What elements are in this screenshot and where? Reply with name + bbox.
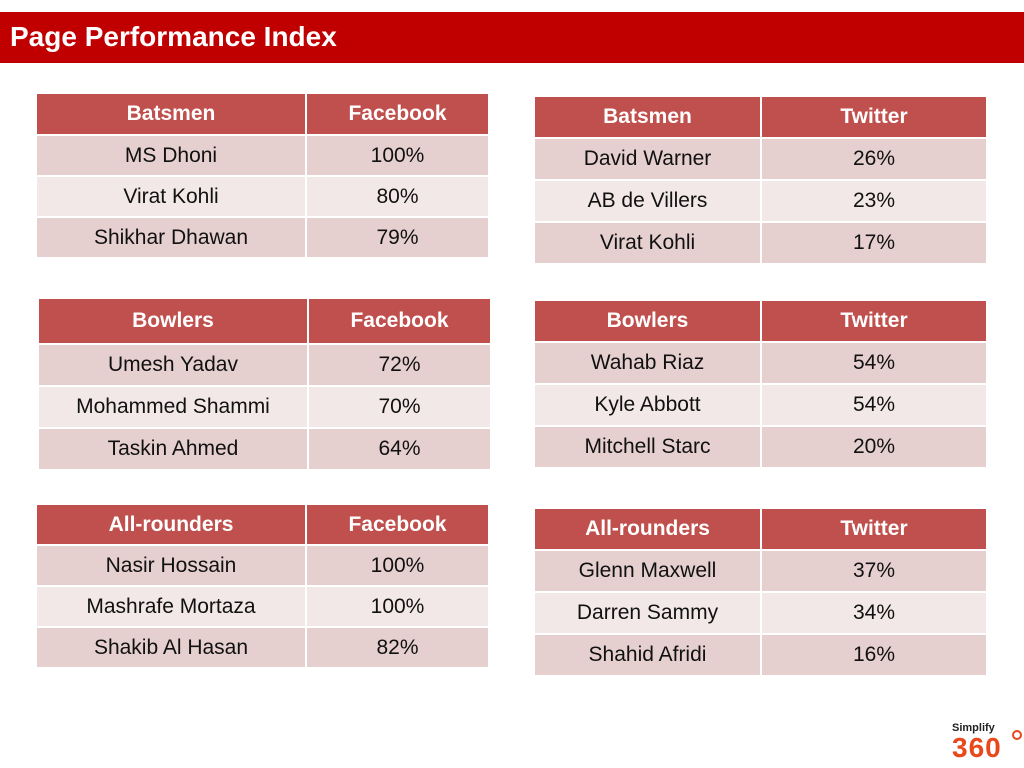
table-row: Nasir Hossain 100% — [37, 546, 488, 585]
column-header: Facebook — [309, 299, 490, 343]
table-row: MS Dhoni 100% — [37, 136, 488, 175]
player-name: Shakib Al Hasan — [37, 628, 305, 667]
player-name: Shahid Afridi — [535, 635, 760, 675]
percent-value: 100% — [307, 587, 488, 626]
allrounders-facebook-table: All-rounders Facebook Nasir Hossain 100%… — [35, 503, 490, 669]
column-header: Batsmen — [535, 97, 760, 137]
table-header-row: All-rounders Facebook — [37, 505, 488, 544]
column-header: Batsmen — [37, 94, 305, 134]
player-name: David Warner — [535, 139, 760, 179]
table-row: David Warner 26% — [535, 139, 986, 179]
table-row: AB de Villers 23% — [535, 181, 986, 221]
logo-text-simplify: Simplify — [952, 722, 995, 734]
simplify360-logo: Simplify 360 — [944, 720, 1024, 768]
player-name: Virat Kohli — [535, 223, 760, 263]
table-header-row: Batsmen Twitter — [535, 97, 986, 137]
player-name: Taskin Ahmed — [39, 429, 307, 469]
player-name: Darren Sammy — [535, 593, 760, 633]
percent-value: 80% — [307, 177, 488, 216]
table-row: Wahab Riaz 54% — [535, 343, 986, 383]
player-name: Glenn Maxwell — [535, 551, 760, 591]
percent-value: 100% — [307, 136, 488, 175]
batsmen-twitter-table: Batsmen Twitter David Warner 26% AB de V… — [533, 95, 988, 265]
player-name: Mohammed Shammi — [39, 387, 307, 427]
player-name: Nasir Hossain — [37, 546, 305, 585]
percent-value: 26% — [762, 139, 986, 179]
table-row: Virat Kohli 17% — [535, 223, 986, 263]
batsmen-facebook-table: Batsmen Facebook MS Dhoni 100% Virat Koh… — [35, 92, 490, 259]
percent-value: 17% — [762, 223, 986, 263]
table-row: Shikhar Dhawan 79% — [37, 218, 488, 257]
player-name: Virat Kohli — [37, 177, 305, 216]
percent-value: 100% — [307, 546, 488, 585]
percent-value: 37% — [762, 551, 986, 591]
column-header: Twitter — [762, 301, 986, 341]
table-row: Shakib Al Hasan 82% — [37, 628, 488, 667]
column-header: Facebook — [307, 505, 488, 544]
column-header: Twitter — [762, 509, 986, 549]
player-name: AB de Villers — [535, 181, 760, 221]
table-header-row: Bowlers Twitter — [535, 301, 986, 341]
table-row: Virat Kohli 80% — [37, 177, 488, 216]
player-name: Umesh Yadav — [39, 345, 307, 385]
bowlers-facebook-table: Bowlers Facebook Umesh Yadav 72% Mohamme… — [37, 297, 492, 471]
allrounders-twitter-table: All-rounders Twitter Glenn Maxwell 37% D… — [533, 507, 988, 677]
page-title: Page Performance Index — [10, 21, 337, 52]
column-header: Bowlers — [39, 299, 307, 343]
table-row: Mashrafe Mortaza 100% — [37, 587, 488, 626]
title-bar: Page Performance Index — [0, 12, 1024, 63]
column-header: Facebook — [307, 94, 488, 134]
percent-value: 23% — [762, 181, 986, 221]
player-name: Shikhar Dhawan — [37, 218, 305, 257]
player-name: Kyle Abbott — [535, 385, 760, 425]
player-name: Mitchell Starc — [535, 427, 760, 467]
table-row: Taskin Ahmed 64% — [39, 429, 490, 469]
table-row: Mohammed Shammi 70% — [39, 387, 490, 427]
percent-value: 72% — [309, 345, 490, 385]
percent-value: 16% — [762, 635, 986, 675]
bowlers-twitter-table: Bowlers Twitter Wahab Riaz 54% Kyle Abbo… — [533, 299, 988, 469]
player-name: MS Dhoni — [37, 136, 305, 175]
percent-value: 82% — [307, 628, 488, 667]
table-header-row: Batsmen Facebook — [37, 94, 488, 134]
table-header-row: All-rounders Twitter — [535, 509, 986, 549]
column-header: Twitter — [762, 97, 986, 137]
table-header-row: Bowlers Facebook — [39, 299, 490, 343]
percent-value: 20% — [762, 427, 986, 467]
percent-value: 54% — [762, 343, 986, 383]
player-name: Wahab Riaz — [535, 343, 760, 383]
percent-value: 34% — [762, 593, 986, 633]
logo-text-360: 360 — [952, 732, 1002, 763]
table-row: Mitchell Starc 20% — [535, 427, 986, 467]
percent-value: 79% — [307, 218, 488, 257]
column-header: Bowlers — [535, 301, 760, 341]
table-row: Darren Sammy 34% — [535, 593, 986, 633]
column-header: All-rounders — [535, 509, 760, 549]
percent-value: 54% — [762, 385, 986, 425]
table-row: Glenn Maxwell 37% — [535, 551, 986, 591]
table-row: Kyle Abbott 54% — [535, 385, 986, 425]
percent-value: 64% — [309, 429, 490, 469]
percent-value: 70% — [309, 387, 490, 427]
table-row: Umesh Yadav 72% — [39, 345, 490, 385]
logo-circle-icon — [1012, 730, 1022, 740]
player-name: Mashrafe Mortaza — [37, 587, 305, 626]
column-header: All-rounders — [37, 505, 305, 544]
table-row: Shahid Afridi 16% — [535, 635, 986, 675]
